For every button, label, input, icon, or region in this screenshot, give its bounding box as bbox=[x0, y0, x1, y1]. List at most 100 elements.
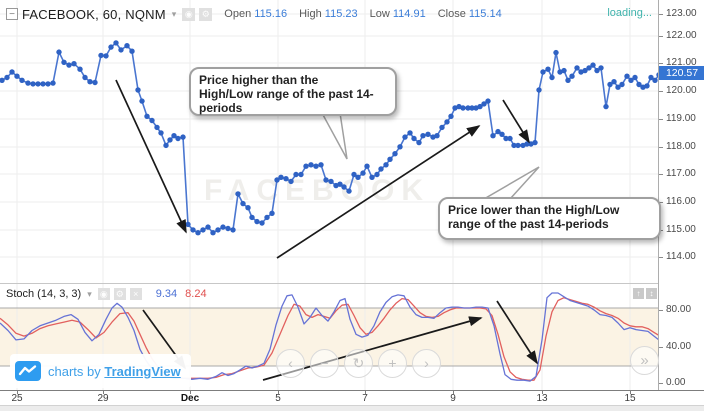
pane-move-up-button[interactable]: ↑ bbox=[633, 288, 644, 299]
symbol-title[interactable]: FACEBOOK, 60, NQNM bbox=[22, 6, 166, 22]
tradingview-attribution: charts by TradingView bbox=[10, 354, 191, 388]
price-dot bbox=[624, 73, 630, 79]
price-dot bbox=[499, 131, 505, 137]
pane-maximize-button[interactable]: ↕ bbox=[646, 288, 657, 299]
axis-tick bbox=[659, 230, 663, 231]
price-dot bbox=[61, 59, 67, 65]
gear-icon[interactable]: ⚙ bbox=[199, 7, 213, 21]
scroll-right-button[interactable]: › bbox=[412, 349, 441, 378]
price-dot bbox=[545, 66, 551, 72]
price-dot bbox=[25, 80, 31, 86]
price-dot bbox=[158, 130, 164, 136]
stoch-k-value: 9.34 bbox=[155, 288, 178, 300]
tradingview-link[interactable]: TradingView bbox=[104, 363, 181, 379]
time-label: 9 bbox=[450, 393, 456, 404]
time-axis[interactable]: 25 29 Dec 5 7 9 13 15 bbox=[0, 390, 704, 405]
chevron-down-icon[interactable]: ▾ bbox=[87, 288, 92, 299]
loading-status: loading... bbox=[607, 7, 652, 19]
price-dot bbox=[632, 74, 638, 81]
current-price-badge: 120.57 bbox=[659, 66, 704, 80]
price-dot bbox=[235, 191, 241, 197]
price-dot bbox=[113, 40, 119, 46]
price-dot bbox=[364, 163, 370, 169]
axis-tick bbox=[659, 383, 663, 384]
price-dot bbox=[582, 67, 588, 74]
axis-tick bbox=[659, 14, 663, 15]
price-dot bbox=[397, 144, 403, 150]
high-value: 115.23 bbox=[324, 8, 358, 20]
annotation-price-lower[interactable]: Price lower than the High/Low range of t… bbox=[438, 197, 661, 240]
price-dot bbox=[495, 128, 501, 135]
close-icon[interactable]: × bbox=[129, 288, 142, 300]
price-dot bbox=[407, 130, 413, 136]
price-dot bbox=[425, 131, 431, 137]
price-dot bbox=[511, 142, 517, 149]
price-dot bbox=[66, 62, 72, 68]
price-dot bbox=[444, 119, 450, 125]
price-dot bbox=[490, 133, 496, 139]
attribution-text: charts by bbox=[48, 363, 101, 379]
price-dot bbox=[30, 81, 36, 87]
price-dot bbox=[118, 47, 124, 53]
annotation-line: periods bbox=[199, 101, 243, 115]
price-dot bbox=[636, 81, 642, 88]
price-dot bbox=[4, 74, 10, 81]
price-dot bbox=[619, 81, 625, 88]
axis-price-label: 0.00 bbox=[666, 377, 686, 388]
price-dot bbox=[460, 105, 466, 111]
eye-icon[interactable]: ◉ bbox=[182, 7, 196, 21]
price-dot bbox=[14, 73, 20, 79]
axis-price-label: 114.00 bbox=[666, 251, 696, 262]
price-dot bbox=[264, 214, 270, 221]
pane-divider[interactable] bbox=[0, 283, 704, 284]
price-dot bbox=[245, 205, 251, 211]
eye-icon[interactable]: ◉ bbox=[97, 288, 110, 300]
zoom-in-button[interactable]: + bbox=[378, 349, 407, 378]
price-dot bbox=[87, 79, 93, 85]
price-dot bbox=[163, 142, 169, 149]
price-dot bbox=[124, 43, 130, 49]
price-dot bbox=[82, 74, 88, 81]
low-value: 114.91 bbox=[392, 8, 426, 20]
price-dot bbox=[416, 139, 422, 146]
price-dot bbox=[149, 117, 155, 124]
price-dot bbox=[77, 66, 83, 72]
annotation-price-higher[interactable]: Price higher than the High/Low range of … bbox=[189, 67, 397, 116]
price-dot bbox=[154, 124, 160, 131]
scroll-left-button[interactable]: ‹ bbox=[276, 349, 305, 378]
open-label: Open 115.16 bbox=[224, 8, 288, 20]
price-dot bbox=[190, 227, 196, 233]
price-dot bbox=[283, 176, 289, 182]
price-dot bbox=[378, 166, 384, 172]
axis-tick bbox=[659, 36, 663, 37]
time-label: 25 bbox=[11, 393, 23, 404]
time-tick bbox=[103, 391, 104, 394]
zoom-out-button[interactable]: − bbox=[310, 349, 339, 378]
indicator-title[interactable]: Stoch (14, 3, 3) bbox=[6, 288, 82, 300]
more-button[interactable]: » bbox=[630, 346, 659, 375]
axis-tick bbox=[659, 147, 663, 148]
price-dot bbox=[167, 137, 173, 143]
axis-price-label: 119.00 bbox=[666, 113, 696, 124]
tradingview-logo-icon bbox=[15, 361, 41, 381]
time-tick bbox=[365, 391, 366, 394]
price-dot bbox=[355, 174, 361, 180]
price-dot bbox=[9, 69, 15, 75]
axis-price-label: 116.00 bbox=[666, 196, 696, 207]
bottom-edge bbox=[0, 405, 704, 411]
price-axis[interactable]: 120.57 123.00 122.00 121.00 120.00 119.00 118… bbox=[658, 0, 704, 405]
price-dot bbox=[590, 62, 596, 68]
collapse-legend-icon[interactable]: − bbox=[6, 8, 18, 20]
annotation-line: range of the past 14-periods bbox=[448, 217, 609, 231]
price-dot bbox=[598, 65, 604, 71]
reset-chart-button[interactable]: ↻ bbox=[344, 349, 373, 378]
gear-icon[interactable]: ⚙ bbox=[113, 288, 126, 300]
time-label: 5 bbox=[275, 393, 281, 404]
price-dot bbox=[586, 65, 592, 71]
time-tick bbox=[453, 391, 454, 394]
chevron-down-icon[interactable]: ▾ bbox=[171, 8, 177, 19]
price-dot bbox=[485, 98, 491, 104]
axis-tick bbox=[659, 347, 663, 348]
axis-price-label: 40.00 bbox=[666, 341, 692, 352]
price-dot bbox=[536, 87, 542, 93]
